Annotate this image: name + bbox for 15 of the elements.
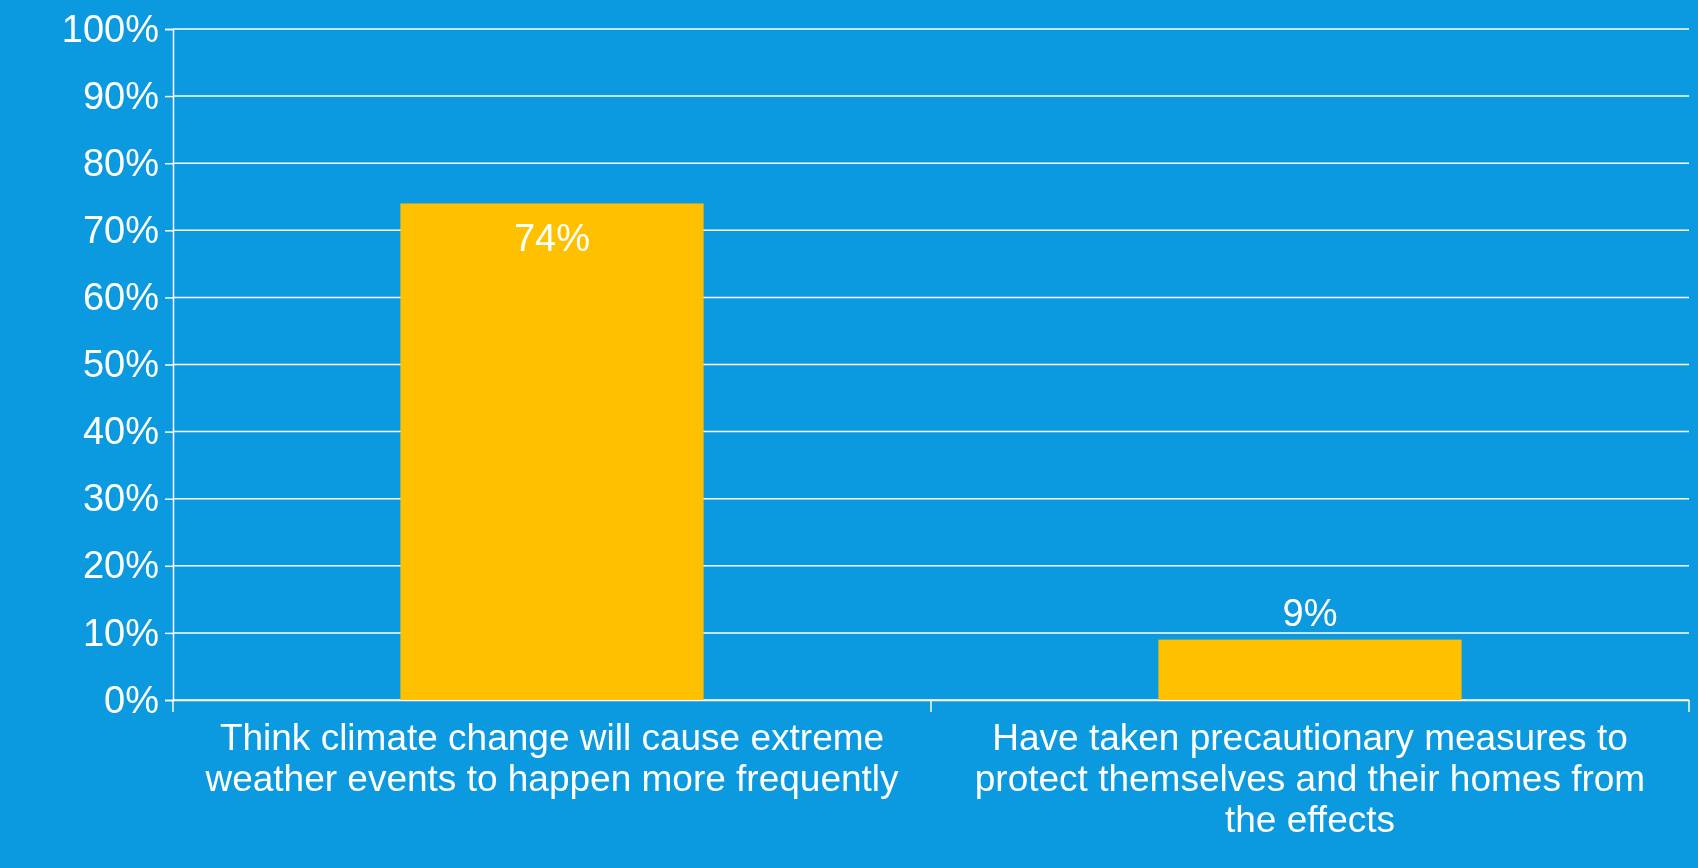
y-tick-label: 20% (82, 544, 159, 587)
y-tick-label: 80% (82, 141, 159, 184)
y-tick-label: 70% (82, 208, 159, 251)
y-tick-label: 0% (104, 678, 159, 721)
y-tick-label: 40% (82, 410, 159, 453)
y-tick-label: 10% (82, 611, 159, 654)
data-label: 9% (1282, 591, 1338, 634)
y-tick-label: 90% (82, 74, 159, 117)
y-tick-label: 60% (82, 276, 159, 319)
x-tick-label: Think climate change will cause extreme weather events to happen more frequently (204, 717, 900, 799)
x-tick-label: Have taken precautionary measures to protect themselves and their homes from the effects (974, 717, 1646, 840)
y-tick-label: 30% (82, 477, 159, 520)
data-label: 74% (513, 217, 591, 260)
y-tick-label: 50% (82, 343, 159, 386)
y-tick-label: 100% (61, 7, 159, 50)
